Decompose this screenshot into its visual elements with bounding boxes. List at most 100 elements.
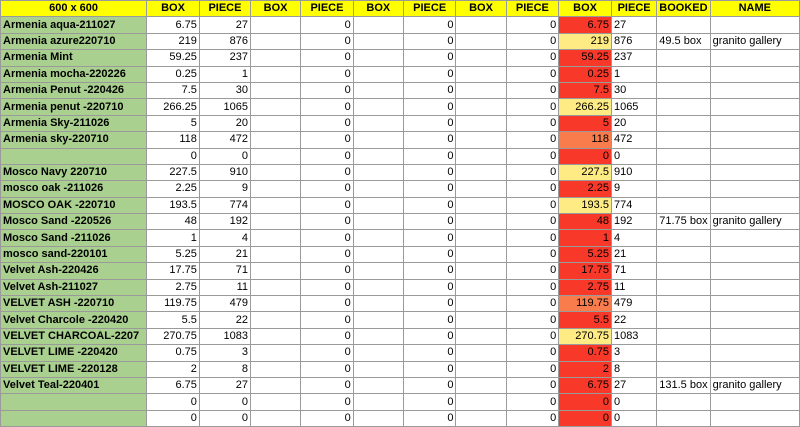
- product-name-cell[interactable]: VELVET CHARCOAL-2207: [0, 327, 148, 346]
- box-cell[interactable]: [250, 278, 302, 297]
- piece-cell[interactable]: 237: [198, 49, 252, 67]
- piece-cell[interactable]: 4: [198, 229, 252, 247]
- box-cell[interactable]: [455, 262, 507, 280]
- box-cell[interactable]: [455, 16, 507, 34]
- box-cell[interactable]: [352, 147, 404, 165]
- box-cell[interactable]: [352, 114, 404, 133]
- customer-name-cell[interactable]: [709, 295, 800, 313]
- box-cell[interactable]: [352, 16, 404, 34]
- remaining-box-cell[interactable]: 119.75: [558, 295, 612, 313]
- piece-cell[interactable]: 0: [402, 360, 457, 378]
- piece-cell[interactable]: 0: [402, 213, 457, 231]
- box-cell[interactable]: 0.25: [146, 65, 200, 83]
- remaining-piece-cell[interactable]: 774: [610, 196, 658, 215]
- product-name-cell[interactable]: Velvet Ash-211027: [0, 278, 148, 297]
- box-cell[interactable]: [352, 98, 404, 116]
- piece-cell[interactable]: 910: [198, 163, 252, 182]
- piece-cell[interactable]: 20: [198, 114, 252, 133]
- customer-name-cell[interactable]: [709, 344, 800, 362]
- piece-cell[interactable]: 1065: [198, 98, 252, 116]
- box-cell[interactable]: [455, 376, 507, 395]
- remaining-box-cell[interactable]: 1: [558, 229, 612, 247]
- box-cell[interactable]: [250, 360, 302, 378]
- box-cell[interactable]: [352, 409, 404, 427]
- box-cell[interactable]: 227.5: [146, 163, 200, 182]
- piece-cell[interactable]: 11: [198, 278, 252, 297]
- box-cell[interactable]: [455, 196, 507, 215]
- box-cell[interactable]: [455, 278, 507, 297]
- customer-name-cell[interactable]: granito gallery: [709, 32, 800, 51]
- remaining-box-cell[interactable]: 2.25: [558, 180, 612, 198]
- box-cell[interactable]: [250, 311, 302, 329]
- box-cell[interactable]: [455, 245, 507, 264]
- piece-cell[interactable]: 0: [300, 245, 354, 264]
- box-cell[interactable]: [455, 344, 507, 362]
- booked-cell[interactable]: 71.75 box: [656, 213, 711, 231]
- remaining-piece-cell[interactable]: 479: [610, 295, 658, 313]
- piece-cell[interactable]: 0: [300, 131, 354, 149]
- piece-cell[interactable]: 0: [402, 229, 457, 247]
- booked-cell[interactable]: [656, 245, 711, 264]
- box-cell[interactable]: [352, 311, 404, 329]
- box-cell[interactable]: [250, 262, 302, 280]
- customer-name-cell[interactable]: [709, 393, 800, 411]
- piece-cell[interactable]: 0: [300, 278, 354, 297]
- product-name-cell[interactable]: MOSCO OAK -220710: [0, 196, 148, 215]
- product-name-cell[interactable]: VELVET ASH -220710: [0, 295, 148, 313]
- box-cell[interactable]: 270.75: [146, 327, 200, 346]
- box-cell[interactable]: [455, 393, 507, 411]
- box-cell[interactable]: 17.75: [146, 262, 200, 280]
- booked-cell[interactable]: [656, 16, 711, 34]
- remaining-piece-cell[interactable]: 472: [610, 131, 658, 149]
- booked-cell[interactable]: [656, 409, 711, 427]
- remaining-box-cell[interactable]: 0: [558, 393, 612, 411]
- box-cell[interactable]: [250, 180, 302, 198]
- remaining-piece-cell[interactable]: 1083: [610, 327, 658, 346]
- remaining-piece-cell[interactable]: 237: [610, 49, 658, 67]
- box-cell[interactable]: [352, 393, 404, 411]
- piece-cell[interactable]: 0: [402, 114, 457, 133]
- product-name-cell[interactable]: Mosco Sand -220526: [0, 213, 148, 231]
- customer-name-cell[interactable]: [709, 327, 800, 346]
- box-cell[interactable]: [455, 409, 507, 427]
- piece-cell[interactable]: 0: [300, 360, 354, 378]
- booked-cell[interactable]: [656, 131, 711, 149]
- box-cell[interactable]: [250, 245, 302, 264]
- box-cell[interactable]: 193.5: [146, 196, 200, 215]
- piece-cell[interactable]: 0: [505, 311, 560, 329]
- booked-cell[interactable]: [656, 278, 711, 297]
- product-name-cell[interactable]: Armenia sky-220710: [0, 131, 148, 149]
- customer-name-cell[interactable]: [709, 278, 800, 297]
- box-cell[interactable]: 2.25: [146, 180, 200, 198]
- box-cell[interactable]: [352, 180, 404, 198]
- box-cell[interactable]: [455, 32, 507, 51]
- remaining-piece-cell[interactable]: 27: [610, 376, 658, 395]
- piece-cell[interactable]: 0: [402, 311, 457, 329]
- product-name-cell[interactable]: mosco oak -211026: [0, 180, 148, 198]
- box-cell[interactable]: [455, 360, 507, 378]
- piece-header[interactable]: PIECE: [300, 0, 354, 18]
- box-cell[interactable]: [455, 295, 507, 313]
- box-cell[interactable]: 0.75: [146, 344, 200, 362]
- customer-name-cell[interactable]: [709, 245, 800, 264]
- piece-cell[interactable]: 0: [402, 16, 457, 34]
- customer-name-cell[interactable]: [709, 229, 800, 247]
- box-cell[interactable]: 2.75: [146, 278, 200, 297]
- box-cell[interactable]: [455, 49, 507, 67]
- box-cell[interactable]: [250, 16, 302, 34]
- booked-cell[interactable]: [656, 180, 711, 198]
- customer-name-cell[interactable]: [709, 98, 800, 116]
- box-cell[interactable]: [455, 147, 507, 165]
- box-cell[interactable]: 5.25: [146, 245, 200, 264]
- remaining-box-cell[interactable]: 118: [558, 131, 612, 149]
- box-cell[interactable]: 1: [146, 229, 200, 247]
- remaining-box-cell[interactable]: 48: [558, 213, 612, 231]
- remaining-box-cell[interactable]: 59.25: [558, 49, 612, 67]
- remaining-box-cell[interactable]: 2: [558, 360, 612, 378]
- product-name-cell[interactable]: Armenia aqua-211027: [0, 16, 148, 34]
- remaining-piece-cell[interactable]: 20: [610, 114, 658, 133]
- piece-cell[interactable]: 0: [300, 393, 354, 411]
- box-cell[interactable]: [250, 65, 302, 83]
- box-cell[interactable]: [352, 376, 404, 395]
- box-cell[interactable]: [352, 295, 404, 313]
